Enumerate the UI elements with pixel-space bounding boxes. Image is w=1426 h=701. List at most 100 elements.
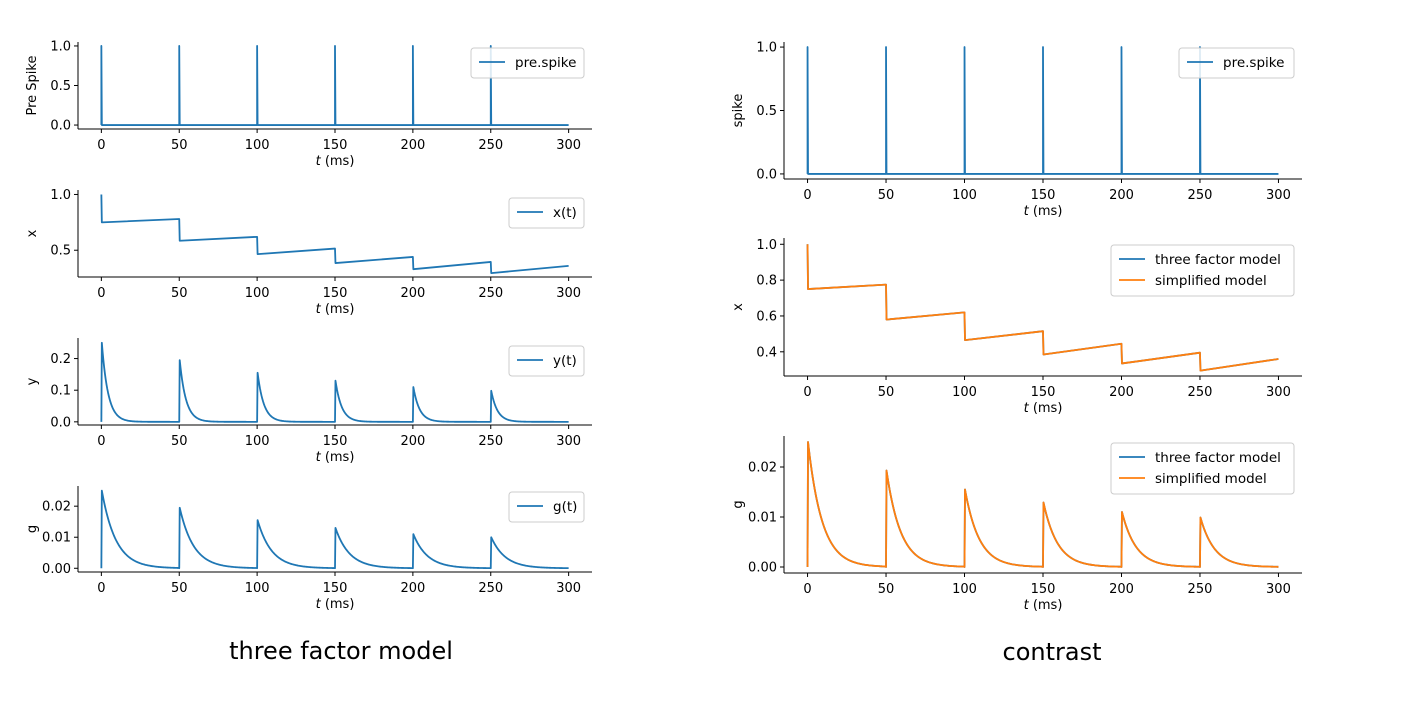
- x-axis-label-unit: (ms): [1029, 598, 1063, 613]
- y-tick-label: 0.4: [756, 345, 777, 360]
- x-tick-label: 0: [97, 581, 105, 596]
- y-axis-label: x: [25, 229, 40, 237]
- x-tick-label: 0: [803, 582, 811, 597]
- legend-entry: three factor model: [1155, 252, 1281, 268]
- x-tick-label: 250: [478, 581, 503, 596]
- x-tick-label: 100: [952, 188, 977, 203]
- y-tick-label: 1.0: [756, 41, 777, 56]
- x-axis-label-var: t: [316, 450, 322, 465]
- legend: pre.spike: [470, 47, 585, 79]
- chart-left-g: 0 50 100 150 200 250 300 0.00 0.01 0.02 t (ms) g g(t…: [25, 486, 592, 612]
- x-axis-label: t (ms): [1024, 204, 1063, 219]
- legend-entry: x(t): [553, 205, 577, 221]
- x-tick-label: 200: [1109, 582, 1134, 597]
- x-tick-label: 300: [556, 581, 581, 596]
- chart-right-spike: 0 50 100 150 200 250 300 0.0 0.5 1.0 t (ms) spike pr…: [731, 41, 1302, 219]
- caption-left: three factor model: [229, 637, 453, 665]
- y-tick-label: 1.0: [756, 238, 777, 253]
- series-line-g-t-: [100, 489, 570, 570]
- x-tick-label: 200: [1109, 188, 1134, 203]
- y-axis-label: g: [25, 525, 40, 533]
- y-tick-label: 0.01: [42, 531, 71, 546]
- legend-frame: [508, 491, 585, 523]
- chart-right-x: 0 50 100 150 200 250 300 0.4 0.6 0.8 1.0 t (ms) x thr…: [731, 238, 1302, 416]
- x-tick-label: 250: [478, 434, 503, 449]
- x-axis-label: t (ms): [1024, 598, 1063, 613]
- x-tick-label: 100: [245, 434, 270, 449]
- x-tick-label: 300: [556, 434, 581, 449]
- y-tick-label: 0.00: [748, 561, 777, 576]
- y-axis-label: x: [731, 303, 746, 311]
- x-axis-label: t (ms): [1024, 401, 1063, 416]
- y-tick-label: 0.5: [50, 244, 71, 259]
- y-axis-label: g: [731, 500, 746, 508]
- x-tick-label: 50: [171, 286, 188, 301]
- x-axis-label-unit: (ms): [321, 302, 355, 317]
- x-tick-label: 250: [478, 138, 503, 153]
- series-line-x-t-: [100, 194, 569, 274]
- x-tick-label: 300: [1266, 582, 1291, 597]
- x-tick-label: 300: [556, 286, 581, 301]
- legend: pre.spike: [1178, 47, 1295, 79]
- x-axis-label-var: t: [316, 154, 322, 169]
- x-axis-label-var: t: [316, 597, 322, 612]
- x-axis-label-var: t: [1024, 204, 1030, 219]
- x-tick-label: 300: [556, 138, 581, 153]
- series-line-simplified-model: [806, 441, 1280, 568]
- x-axis-label-unit: (ms): [321, 154, 355, 169]
- x-tick-label: 200: [1109, 385, 1134, 400]
- legend: y(t): [508, 345, 585, 377]
- y-tick-label: 0.02: [42, 500, 71, 515]
- x-tick-label: 0: [803, 188, 811, 203]
- series-line-simplified-model: [806, 244, 1279, 372]
- x-tick-label: 50: [171, 434, 188, 449]
- y-tick-label: 0.1: [50, 384, 71, 399]
- y-tick-label: 1.0: [50, 39, 71, 54]
- x-tick-label: 100: [245, 286, 270, 301]
- x-tick-label: 50: [171, 138, 188, 153]
- legend-frame: [508, 197, 585, 229]
- y-tick-label: 1.0: [50, 188, 71, 203]
- legend-entry: simplified model: [1155, 273, 1267, 289]
- caption-right: contrast: [1003, 638, 1102, 666]
- x-axis-label: t (ms): [316, 597, 355, 612]
- x-tick-label: 200: [400, 581, 425, 596]
- x-axis-label: t (ms): [316, 154, 355, 169]
- x-tick-label: 50: [878, 582, 895, 597]
- x-tick-label: 150: [323, 581, 348, 596]
- y-tick-label: 0.01: [748, 511, 777, 526]
- legend: x(t): [508, 197, 585, 229]
- x-axis-label-unit: (ms): [1029, 401, 1063, 416]
- x-tick-label: 0: [803, 385, 811, 400]
- x-tick-label: 200: [400, 434, 425, 449]
- x-tick-label: 150: [323, 138, 348, 153]
- x-tick-label: 150: [1031, 582, 1056, 597]
- legend-frame: [470, 47, 585, 79]
- x-tick-label: 100: [952, 582, 977, 597]
- x-tick-label: 300: [1266, 188, 1291, 203]
- y-axis-label: Pre Spike: [25, 56, 40, 116]
- x-axis-label-unit: (ms): [1029, 204, 1063, 219]
- y-tick-label: 0.6: [756, 309, 777, 324]
- y-tick-label: 0.0: [50, 119, 71, 134]
- x-axis-label-unit: (ms): [321, 450, 355, 465]
- x-tick-label: 100: [952, 385, 977, 400]
- x-tick-label: 250: [478, 286, 503, 301]
- legend-entry: pre.spike: [1223, 55, 1284, 71]
- y-tick-label: 0.0: [756, 167, 777, 182]
- x-tick-label: 100: [245, 138, 270, 153]
- x-tick-label: 200: [400, 138, 425, 153]
- y-tick-label: 0.0: [50, 415, 71, 430]
- x-tick-label: 250: [1188, 188, 1213, 203]
- y-tick-label: 0.2: [50, 352, 71, 367]
- y-tick-label: 0.02: [748, 461, 777, 476]
- x-axis-label-var: t: [316, 302, 322, 317]
- y-tick-label: 0.5: [50, 79, 71, 94]
- legend-entry: simplified model: [1155, 471, 1267, 487]
- x-axis-label: t (ms): [316, 450, 355, 465]
- chart-right-g: 0 50 100 150 200 250 300 0.00 0.01 0.02 t (ms) g thr…: [731, 436, 1302, 613]
- legend-entry: y(t): [553, 353, 577, 369]
- y-tick-label: 0.8: [756, 274, 777, 289]
- chart-left-y: 0 50 100 150 200 250 300 0.0 0.1 0.2 t (ms) y y(t): [25, 338, 592, 465]
